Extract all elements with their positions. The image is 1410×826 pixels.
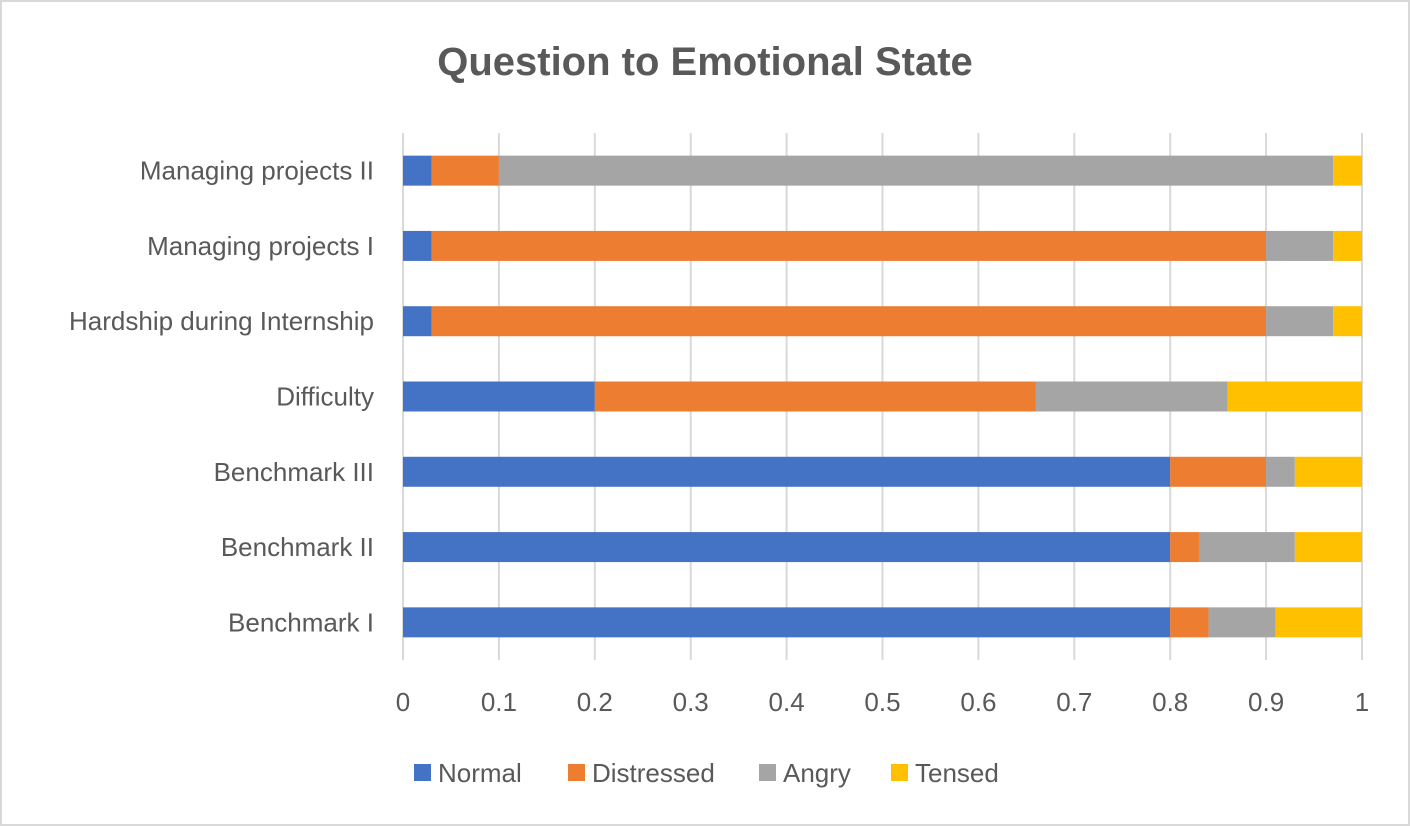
x-tick-label: 0 [396,687,410,717]
x-tick-label: 0.2 [577,687,613,717]
x-tick-label: 1 [1355,687,1369,717]
bar-segment [1208,607,1276,638]
bar-segment [403,532,1171,563]
bar-segment [403,456,1171,487]
bar-segment [1333,306,1362,337]
category-label: Benchmark II [221,532,374,562]
bar-segment [1170,607,1209,638]
chart-title: Question to Emotional State [437,40,973,84]
category-label: Difficulty [276,382,374,412]
legend-label: Angry [783,758,851,788]
legend-swatch [891,764,908,781]
x-tick-label: 0.8 [1152,687,1188,717]
bar-segment [1198,532,1295,563]
bar-segment [431,306,1267,337]
legend-swatch [414,764,431,781]
legend-label: Tensed [915,758,999,788]
bar-segment [403,381,595,412]
bar-segment [594,381,1036,412]
bars [403,155,1362,638]
bar-segment [1333,155,1362,186]
bar-segment [1035,381,1228,412]
bar-segment [1170,532,1199,563]
legend-swatch [568,764,585,781]
bar-segment [1227,381,1362,412]
legend-swatch [759,764,776,781]
legend: Normal Distressed Angry Tensed [414,758,999,788]
legend-label: Normal [438,758,522,788]
x-tick-label: 0.1 [481,687,517,717]
bar-segment [1275,607,1362,638]
bar-segment [403,230,432,261]
category-label: Managing projects II [140,156,374,186]
x-tick-label: 0.4 [769,687,805,717]
category-label: Benchmark III [214,457,374,487]
category-labels: Benchmark I Benchmark II Benchmark III Diff… [69,156,374,638]
x-tick-label: 0.9 [1248,687,1284,717]
category-label: Managing projects I [147,231,374,261]
bar-segment [1266,230,1334,261]
category-label: Benchmark I [228,607,374,637]
bar-segment [1294,532,1362,563]
x-tick-label: 0.6 [960,687,996,717]
bar-segment [1294,456,1362,487]
bar-segment [498,155,1334,186]
legend-label: Distressed [592,758,715,788]
bar-segment [403,155,432,186]
x-tick-label: 0.3 [673,687,709,717]
bar-segment [1170,456,1267,487]
x-tick-label: 0.5 [864,687,900,717]
x-tick-label: 0.7 [1056,687,1092,717]
bar-segment [431,230,1267,261]
bar-segment [403,306,432,337]
bar-segment [431,155,499,186]
category-label: Hardship during Internship [69,306,374,336]
bar-segment [403,607,1171,638]
x-axis-ticks: 0 0.1 0.2 0.3 0.4 0.5 0.6 0.7 0.8 0.9 1 [396,687,1369,717]
bar-segment [1266,306,1334,337]
bar-segment [1333,230,1362,261]
bar-segment [1266,456,1295,487]
